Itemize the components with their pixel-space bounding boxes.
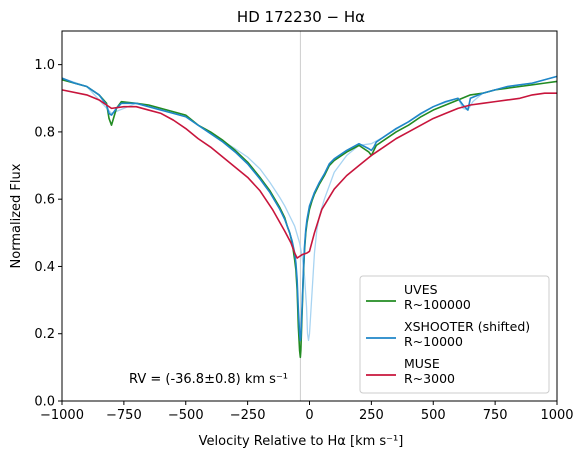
series-line-muse-r-3000 [61,89,557,259]
x-axis-label: Velocity Relative to Hα [km s⁻¹] [199,434,404,449]
x-tick-label: −750 [106,408,142,423]
y-tick-label: 1.0 [34,58,55,73]
x-tick-label: 1000 [540,408,573,423]
rv-annotation: RV = (-36.8±0.8) km s⁻¹ [129,372,288,387]
legend-label-resolution: R~10000 [404,334,463,349]
legend-box [359,275,550,394]
legend-label: MUSE [404,356,440,371]
y-axis-label: Normalized Flux [9,163,24,268]
y-tick-label: 0.0 [34,395,55,410]
plot-area [61,31,558,401]
x-tick-label: 0 [305,408,313,423]
x-tick-label: 500 [421,408,446,423]
legend-label: UVES [404,282,438,297]
x-tick-label: −500 [168,408,204,423]
x-tick-label: −1000 [40,408,84,423]
y-tick-label: 0.4 [34,260,55,275]
legend-label: XSHOOTER (shifted) [404,319,530,334]
x-tick-label: 250 [359,408,384,423]
y-tick-label: 0.6 [34,193,55,208]
y-tick-label: 0.2 [34,327,55,342]
legend-label-resolution: R~3000 [404,371,455,386]
axis-ticks: −1000 −750 −500 −250 0 250 500 750 1000 0.0 0.2 0.4… [34,58,573,423]
x-tick-label: 750 [483,408,508,423]
chart-title: HD 172230 − Hα [237,8,365,26]
series-line-uves-r-100000 [61,78,558,359]
x-tick-label: −250 [230,408,266,423]
legend-label-resolution: R~100000 [404,297,471,312]
series-line-xshooter-shifted-r-10000 [61,75,558,342]
y-tick-label: 0.8 [34,125,55,140]
